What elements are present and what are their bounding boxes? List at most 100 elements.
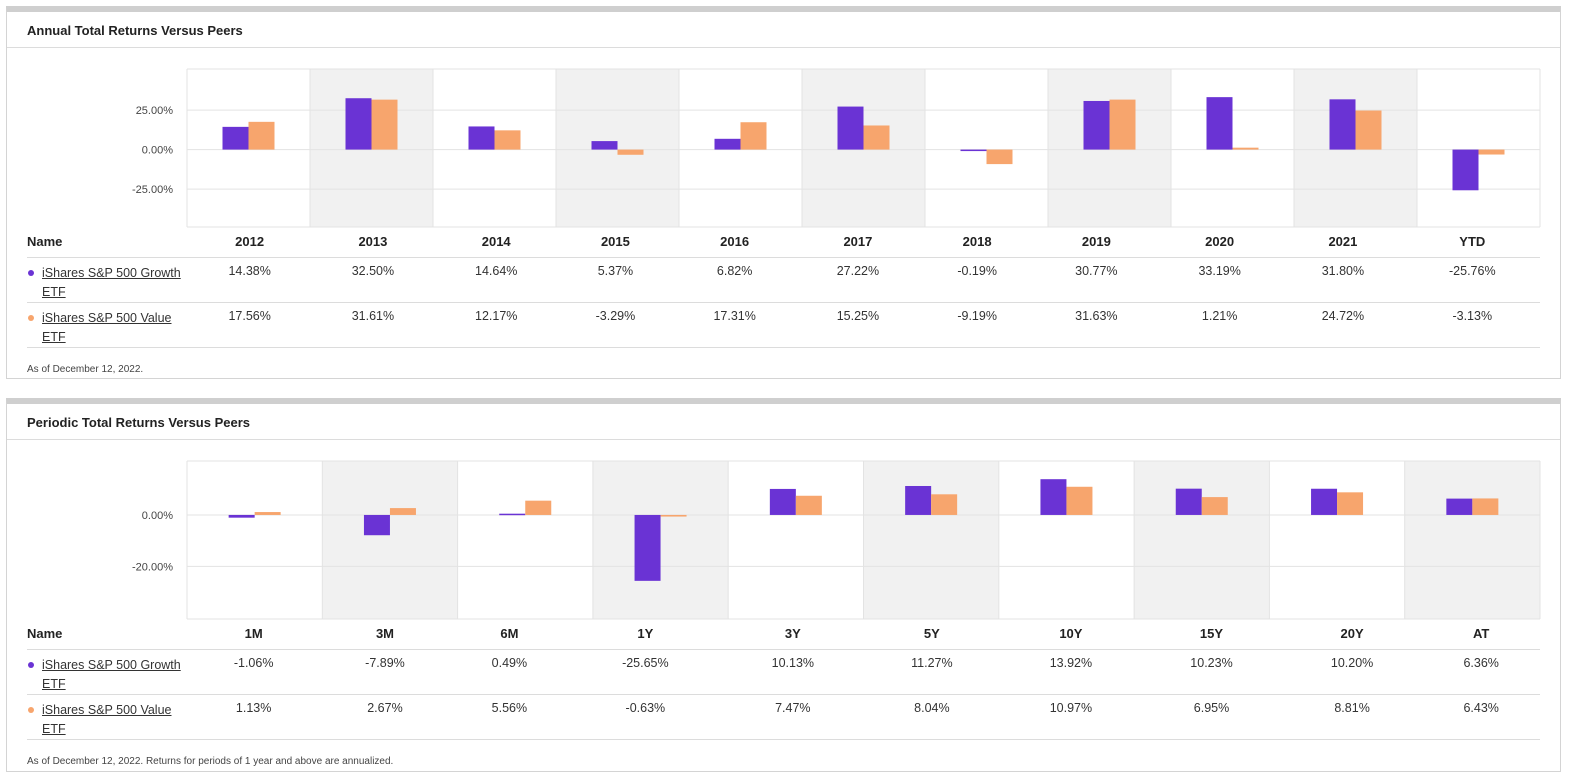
category-header: 6M [450, 618, 569, 650]
return-value-cell: 31.63% [1034, 302, 1158, 348]
return-value-cell: 1.21% [1158, 302, 1282, 348]
category-header: 5Y [863, 618, 1001, 650]
category-band [1404, 461, 1540, 619]
return-value-cell: -3.13% [1404, 302, 1540, 348]
return-value-cell: 17.31% [673, 302, 797, 348]
return-value-cell: 8.04% [863, 694, 1001, 740]
bar-value[interactable] [986, 149, 1013, 165]
fund-name-cell: iShares S&P 500 Value ETF [27, 302, 188, 348]
bar-value[interactable] [1337, 492, 1364, 515]
bar-value[interactable] [254, 512, 281, 515]
category-header: 15Y [1141, 618, 1282, 650]
bar-value[interactable] [371, 99, 398, 150]
category-header: 2013 [311, 226, 435, 258]
bar-value[interactable] [1478, 149, 1505, 155]
bar-growth[interactable] [714, 138, 741, 150]
category-header: 2016 [673, 226, 797, 258]
return-value-cell: -0.19% [919, 257, 1035, 303]
return-value-cell: -0.63% [568, 694, 723, 740]
bar-value[interactable] [1066, 486, 1093, 515]
category-band [592, 461, 729, 619]
bar-value[interactable] [1472, 498, 1499, 515]
bar-growth[interactable] [960, 149, 987, 152]
bar-value[interactable] [525, 500, 552, 515]
fund-name-link[interactable]: iShares S&P 500 Value ETF [42, 703, 172, 736]
bar-value[interactable] [863, 125, 890, 150]
fund-name-link[interactable]: iShares S&P 500 Growth ETF [42, 658, 181, 691]
bar-growth[interactable] [222, 126, 249, 150]
bar-value[interactable] [931, 494, 958, 515]
bar-growth[interactable] [1040, 479, 1067, 515]
bar-value[interactable] [795, 495, 822, 515]
return-value-cell: 6.82% [673, 257, 797, 303]
return-value-cell: 5.37% [557, 257, 673, 303]
bar-growth[interactable] [769, 488, 796, 515]
return-value-cell: 2.67% [319, 694, 451, 740]
bar-value[interactable] [1232, 147, 1259, 150]
category-header: 2015 [557, 226, 673, 258]
bar-value[interactable] [494, 130, 521, 150]
return-value-cell: 0.49% [450, 649, 569, 695]
return-value-cell: 13.92% [1000, 649, 1142, 695]
bar-value[interactable] [1201, 497, 1228, 515]
return-value-cell: 32.50% [311, 257, 435, 303]
bar-value[interactable] [248, 121, 275, 150]
periodic-returns-table: Name 1M 3M 6M 1Y 3Y 5Y 10Y 15Y 20Y AT iShares S&P… [27, 618, 1540, 740]
annual-returns-table: Name 2012 2013 2014 2015 2016 2017 2018 2019 202… [27, 226, 1540, 348]
category-header: AT [1422, 618, 1540, 650]
bar-growth[interactable] [1311, 488, 1338, 515]
y-tick-label: -20.00% [132, 561, 173, 573]
bar-growth[interactable] [837, 106, 864, 150]
bar-value[interactable] [1109, 99, 1136, 150]
bar-value[interactable] [1355, 110, 1382, 150]
bar-growth[interactable] [228, 514, 255, 518]
return-value-cell: 6.43% [1422, 694, 1540, 740]
return-value-cell: 10.23% [1141, 649, 1282, 695]
bar-growth[interactable] [1446, 498, 1473, 515]
bar-growth[interactable] [363, 514, 390, 536]
periodic-returns-title: Periodic Total Returns Versus Peers [7, 404, 1560, 440]
bar-value[interactable] [389, 508, 416, 515]
bar-growth[interactable] [345, 98, 372, 150]
return-value-cell: 27.22% [796, 257, 920, 303]
y-tick-label: 25.00% [136, 105, 174, 117]
name-column-header: Name [27, 618, 188, 650]
annual-returns-panel: Annual Total Returns Versus Peers 25.00%… [6, 6, 1561, 379]
fund-name-cell: iShares S&P 500 Value ETF [27, 694, 188, 740]
category-header: 1M [188, 618, 320, 650]
category-header: 10Y [1000, 618, 1142, 650]
y-tick-label: -25.00% [132, 184, 173, 196]
return-value-cell: 5.56% [450, 694, 569, 740]
bar-growth[interactable] [905, 485, 932, 515]
category-header: 3M [319, 618, 451, 650]
bar-growth[interactable] [1083, 100, 1110, 150]
return-value-cell: 8.81% [1281, 694, 1423, 740]
bar-growth[interactable] [1206, 97, 1233, 150]
bar-value[interactable] [617, 149, 644, 155]
return-value-cell: 33.19% [1158, 257, 1282, 303]
bar-growth[interactable] [468, 126, 495, 150]
return-value-cell: 15.25% [796, 302, 920, 348]
periodic-footnote: As of December 12, 2022. Returns for per… [27, 756, 394, 767]
fund-name-cell: iShares S&P 500 Growth ETF [27, 257, 188, 303]
fund-name-link[interactable]: iShares S&P 500 Value ETF [42, 311, 172, 344]
bar-value[interactable] [660, 514, 687, 517]
fund-name-link[interactable]: iShares S&P 500 Growth ETF [42, 266, 181, 299]
return-value-cell: 30.77% [1034, 257, 1158, 303]
annual-returns-chart: 25.00% 0.00% -25.00% [132, 68, 1541, 228]
bar-growth[interactable] [1175, 488, 1202, 515]
bar-growth[interactable] [499, 513, 526, 516]
return-value-cell: 31.61% [311, 302, 435, 348]
category-header: 2014 [434, 226, 558, 258]
return-value-cell: -25.76% [1404, 257, 1540, 303]
bar-value[interactable] [740, 122, 767, 150]
y-tick-label: 0.00% [142, 510, 173, 522]
category-header: 2018 [919, 226, 1035, 258]
dot-icon [28, 315, 34, 321]
bar-growth[interactable] [591, 141, 618, 150]
bar-growth[interactable] [1452, 149, 1479, 191]
periodic-returns-panel: Periodic Total Returns Versus Peers 0.00… [6, 398, 1561, 772]
return-value-cell: 10.13% [722, 649, 864, 695]
bar-growth[interactable] [634, 514, 661, 581]
bar-growth[interactable] [1329, 99, 1356, 150]
